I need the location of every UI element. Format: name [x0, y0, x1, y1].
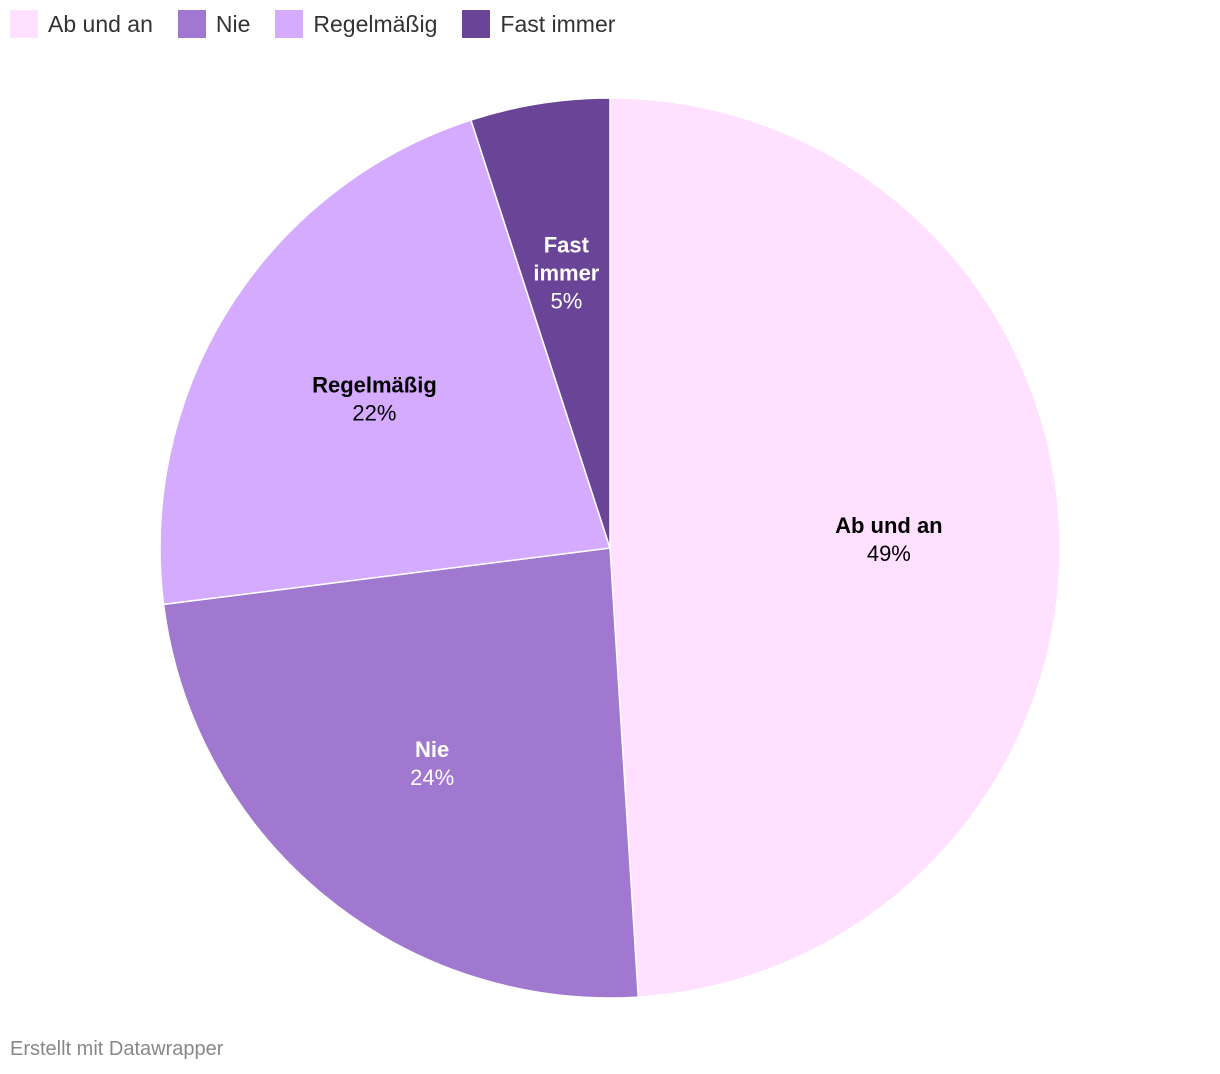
- pie-slice-ab-und-an: [609, 97, 1061, 998]
- slice-label-nie: Nie 24%: [410, 737, 454, 790]
- legend-swatch: [462, 10, 491, 38]
- legend-swatch: [177, 10, 206, 38]
- legend-label: Ab und an: [48, 10, 153, 37]
- legend-item-ab-und-an: Ab und an: [10, 10, 153, 38]
- slice-name: Fast: [544, 232, 590, 257]
- slice-label-fast-immer: Fast immer 5%: [533, 232, 599, 313]
- slice-label-regelmaessig: Regelmäßig 22%: [312, 373, 437, 426]
- pie-slice-regelmaessig: [159, 119, 611, 606]
- legend-item-regelmaessig: Regelmäßig: [275, 10, 437, 38]
- slice-value: 24%: [410, 765, 454, 790]
- legend-item-nie: Nie: [177, 10, 251, 38]
- slice-name: Regelmäßig: [312, 373, 437, 398]
- legend-label: Fast immer: [500, 10, 616, 37]
- legend-item-fast-immer: Fast immer: [462, 10, 615, 38]
- slice-name: immer: [533, 260, 599, 285]
- footer-credit: Erstellt mit Datawrapper: [10, 1038, 224, 1060]
- slice-value: 49%: [867, 541, 911, 566]
- legend-swatch: [275, 10, 304, 38]
- slice-label-ab-und-an: Ab und an 49%: [835, 513, 943, 566]
- slice-name: Ab und an: [835, 513, 943, 538]
- slice-value: 22%: [352, 401, 396, 426]
- slice-name: Nie: [415, 737, 449, 762]
- legend-swatch: [10, 10, 38, 38]
- pie-slice-fast-immer: [469, 97, 611, 549]
- slice-value: 5%: [550, 288, 582, 313]
- pie-chart: Ab und an 49% Nie 24% Regelmäßig 22% Fast immer…: [159, 97, 1061, 999]
- legend-label: Nie: [215, 10, 251, 37]
- pie-slice-nie: [162, 547, 640, 999]
- chart-legend: Ab und an Nie Regelmäßig Fast immer: [10, 10, 640, 38]
- legend-label: Regelmäßig: [313, 10, 438, 37]
